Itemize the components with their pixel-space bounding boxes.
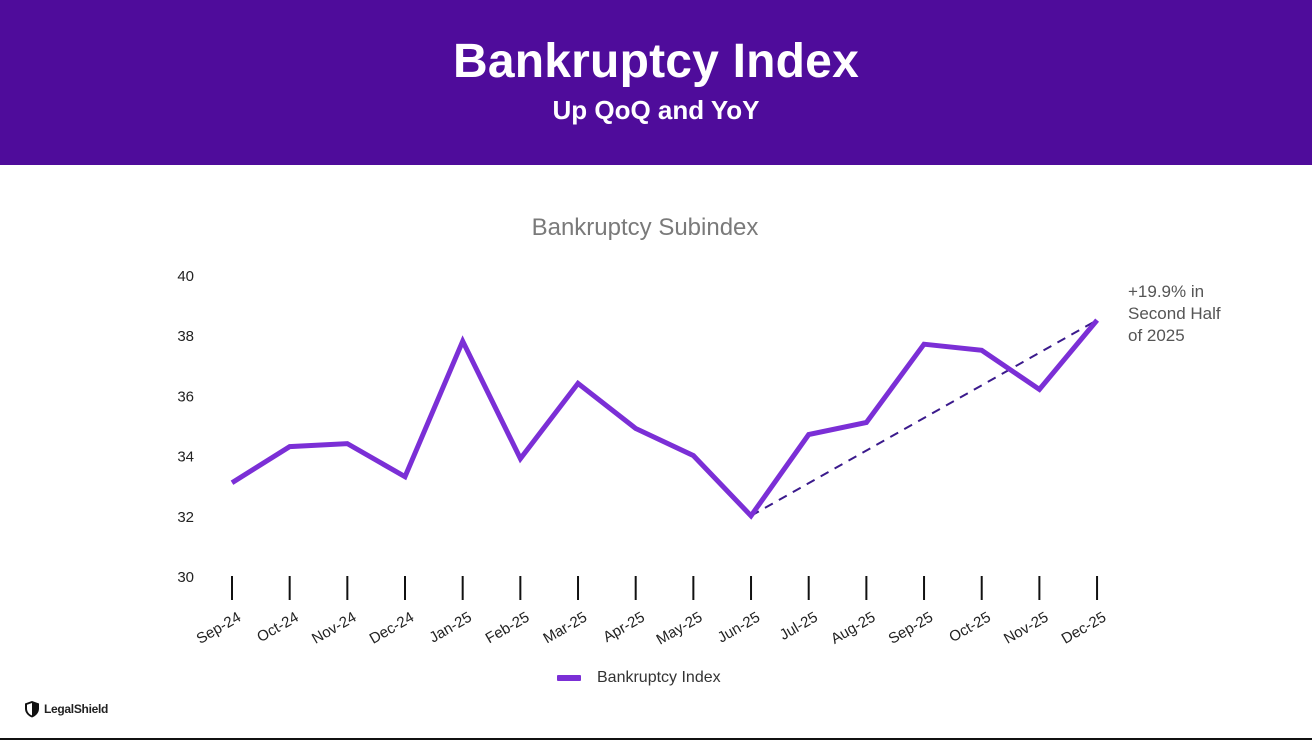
bottom-divider	[0, 738, 1312, 740]
x-tick-label: Oct-24	[254, 609, 301, 646]
x-tick-label: Feb-25	[483, 609, 533, 647]
header-banner: Bankruptcy Index Up QoQ and YoY	[0, 0, 1312, 165]
chart-title: Bankruptcy Subindex	[531, 214, 759, 241]
x-tick-label: Sep-24	[194, 609, 244, 648]
x-tick-label: Nov-25	[1001, 609, 1051, 648]
y-tick-label: 34	[177, 449, 194, 466]
x-tick-label: Jul-25	[777, 609, 821, 644]
x-tick-label: Sep-25	[886, 609, 936, 648]
x-tick-label: Dec-25	[1059, 609, 1109, 648]
x-tick-label: May-25	[654, 609, 706, 649]
series-line	[230, 318, 1100, 520]
x-tick-label: Aug-25	[828, 609, 878, 648]
trend-annotation: +19.9% in Second Half of 2025	[1128, 282, 1221, 345]
y-tick-label: 40	[177, 268, 194, 285]
shield-icon	[25, 701, 39, 718]
brand-logo: LegalShield	[24, 700, 108, 718]
x-tick-label: Nov-24	[309, 609, 359, 648]
y-tick-label: 36	[177, 388, 194, 405]
x-tick-label: Jan-25	[426, 609, 474, 647]
x-tick-label: Oct-25	[946, 609, 993, 646]
y-tick-label: 32	[177, 509, 194, 526]
legend-swatch	[557, 675, 581, 681]
logo-text: LegalShield	[44, 702, 109, 716]
y-tick-label: 38	[177, 328, 194, 345]
x-tick-label: Dec-24	[367, 609, 417, 648]
legend-label: Bankruptcy Index	[597, 669, 721, 686]
page-title: Bankruptcy Index	[453, 35, 859, 88]
page-subtitle: Up QoQ and YoY	[552, 95, 760, 125]
x-tick-label: Jun-25	[715, 609, 763, 647]
y-tick-label: 30	[177, 569, 194, 586]
x-tick-label: Mar-25	[540, 609, 590, 647]
x-tick-label: Apr-25	[600, 609, 647, 646]
chart-legend: Bankruptcy Index	[557, 668, 721, 688]
trend-line	[750, 319, 1098, 517]
